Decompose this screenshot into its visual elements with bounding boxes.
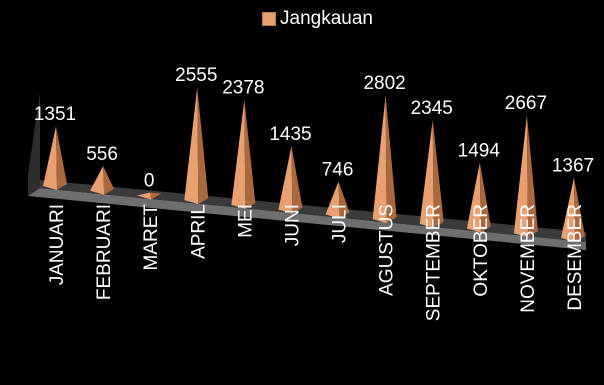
bar-mei: [231, 99, 256, 209]
floor-edge: [28, 188, 586, 250]
pyramid-front-face: [90, 166, 105, 195]
bar-juni: [278, 146, 303, 214]
pyramid-front-face: [43, 126, 57, 190]
x-tick-label: MARET: [141, 204, 162, 271]
pyramid-side-face: [56, 126, 67, 190]
x-tick-label: JULI: [330, 204, 351, 243]
data-label: 2555: [175, 65, 217, 86]
pyramid-side-face: [197, 87, 209, 205]
pyramid-front-face: [184, 87, 199, 205]
pyramid-side-face: [479, 162, 491, 233]
pyramid-front-face: [561, 177, 575, 242]
x-tick-label: NOVEMBER: [518, 204, 539, 313]
pyramid-front-face: [513, 115, 528, 238]
bar-agustus: [372, 95, 397, 224]
x-tick-label: AGUSTUS: [377, 204, 398, 296]
data-label: 2802: [363, 73, 405, 94]
pyramid-front-face: [419, 120, 434, 228]
chart-floor: [28, 92, 586, 250]
x-tick-label: JANUARI: [47, 204, 68, 285]
data-label: 556: [86, 144, 118, 165]
pyramid-front-face: [372, 95, 387, 224]
bar-februari: [90, 166, 115, 195]
data-label: 1351: [34, 104, 76, 125]
data-label: 1494: [458, 140, 501, 161]
pyramid-side-face: [338, 181, 350, 219]
pyramid-front-face: [231, 99, 246, 209]
pyramid-front-face: [137, 192, 152, 200]
pyramid-side-face: [103, 166, 115, 195]
pyramid-side-face: [574, 177, 585, 242]
left-wall: [28, 92, 40, 196]
data-label: 2345: [411, 98, 453, 119]
legend-swatch: [262, 12, 276, 26]
pyramid-front-face: [325, 181, 340, 219]
chart-bars: [43, 87, 585, 242]
bar-desember: [561, 177, 585, 242]
pyramid-side-face: [526, 115, 538, 238]
data-label: 1435: [269, 124, 311, 145]
bar-juli: [325, 181, 350, 219]
pyramid-side-face: [291, 146, 303, 214]
data-label: 2667: [505, 93, 547, 114]
x-tick-label: JUNI: [282, 204, 303, 246]
data-label: 2378: [222, 78, 264, 99]
x-tick-label: DESEMBER: [565, 204, 586, 311]
bar-september: [419, 120, 444, 228]
pyramid-front-face: [466, 162, 481, 233]
x-tick-label: FEBRUARI: [94, 204, 115, 300]
x-tick-label: SEPTEMBER: [424, 204, 445, 321]
legend-label: Jangkauan: [280, 8, 373, 29]
x-tick-label: MEI: [235, 204, 256, 238]
pyramid-side-face: [244, 99, 256, 209]
pyramid-side-face: [432, 120, 444, 228]
x-axis-labels: JANUARI FEBRUARI MARET APRIL MEI JUNI JULI AGUS…: [47, 204, 586, 322]
pyramid-front-face: [278, 146, 293, 214]
bar-maret: [137, 192, 162, 200]
bar-november: [513, 115, 538, 238]
x-tick-label: APRIL: [188, 204, 209, 259]
data-label: 746: [322, 159, 354, 180]
pyramid-side-face: [150, 192, 162, 200]
data-label: 1367: [552, 156, 594, 177]
legend: Jangkauan: [262, 8, 373, 30]
bar-januari: [43, 126, 67, 190]
bar-april: [184, 87, 209, 205]
data-label: 0: [144, 170, 155, 191]
pyramid-side-face: [385, 95, 397, 224]
x-tick-label: OKTOBER: [471, 204, 492, 297]
floor-top: [40, 180, 586, 242]
bar-oktober: [466, 162, 491, 233]
